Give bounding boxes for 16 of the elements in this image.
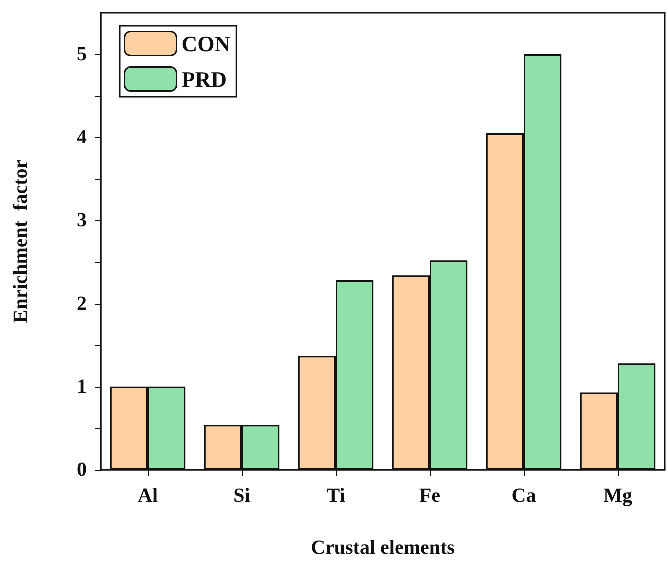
- x-tick-label: Al: [138, 485, 158, 507]
- x-tick-label: Ti: [326, 485, 346, 507]
- x-tick-label: Fe: [419, 485, 441, 507]
- x-tick-label: Mg: [604, 485, 632, 507]
- y-tick-label: 0: [77, 459, 87, 481]
- y-tick-label: 5: [77, 44, 87, 66]
- x-tick-label: Ca: [512, 485, 536, 507]
- legend-label: CON: [182, 31, 231, 56]
- x-axis-title: Crustal elements: [311, 537, 456, 559]
- y-tick-label: 3: [77, 210, 87, 232]
- y-axis-title: Enrichment factor: [10, 160, 32, 324]
- legend-label: PRD: [182, 66, 227, 92]
- y-tick-label: 4: [77, 126, 87, 149]
- x-tick-label: Si: [234, 485, 251, 507]
- y-tick-label: 1: [77, 376, 87, 398]
- y-tick-label: 2: [77, 292, 87, 315]
